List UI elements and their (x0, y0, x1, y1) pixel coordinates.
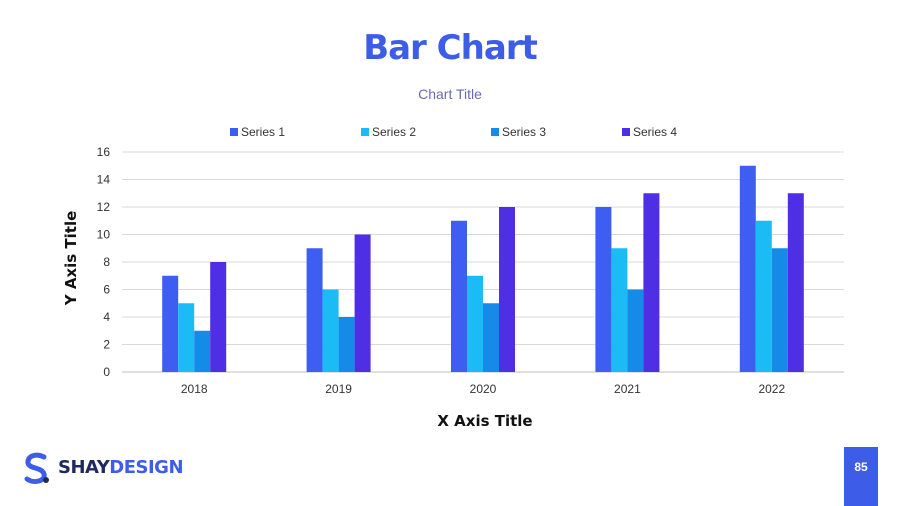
legend-label: Series 1 (241, 125, 285, 139)
y-tick-label: 12 (97, 200, 111, 214)
brand-name-part2: DESIGN (109, 457, 184, 478)
bar (771, 248, 788, 372)
bar (467, 275, 483, 372)
y-tick-label: 6 (103, 283, 110, 297)
legend-item: Series 1 (230, 125, 285, 139)
legend-item: Series 2 (361, 125, 416, 139)
bar (611, 248, 628, 372)
slide-title: Bar Chart (363, 28, 538, 68)
bar (210, 262, 227, 372)
legend-label: Series 3 (502, 125, 546, 139)
legend-label: Series 4 (633, 125, 677, 139)
brand-name-part1: SHAY (58, 457, 110, 478)
x-tick-label: 2018 (181, 382, 208, 396)
legend-swatch (491, 128, 499, 136)
legend-item: Series 4 (622, 125, 677, 139)
legend-swatch (622, 128, 630, 136)
bar (338, 317, 355, 372)
bar (595, 207, 612, 372)
y-tick-label: 2 (103, 338, 110, 352)
bar (451, 220, 467, 372)
tick-labels: 0 2 4 6 8 10 12 14 16 2018 2019 2020 2021 2022 (97, 145, 786, 396)
s-logo-icon (24, 452, 49, 484)
bar (643, 193, 660, 372)
x-tick-label: 2019 (325, 382, 352, 396)
brand-logo: SHAYDESIGN (22, 452, 184, 484)
y-axis-title: Y Axis Title (62, 211, 80, 307)
x-tick-label: 2022 (758, 382, 785, 396)
bar (787, 193, 804, 372)
legend: Series 1 Series 2 Series 3 Series 4 (230, 125, 677, 139)
legend-swatch (361, 128, 369, 136)
page-number: 85 (844, 447, 878, 506)
y-tick-label: 8 (103, 255, 110, 269)
legend-swatch (230, 128, 238, 136)
bar (162, 275, 179, 372)
y-tick-label: 10 (97, 228, 111, 242)
bar (739, 165, 756, 372)
legend-label: Series 2 (372, 125, 416, 139)
bars (162, 165, 804, 372)
bar (322, 289, 339, 372)
brand-name: SHAYDESIGN (58, 452, 184, 484)
x-tick-label: 2020 (470, 382, 497, 396)
bar (354, 234, 371, 372)
y-tick-label: 4 (103, 310, 110, 324)
y-tick-label: 14 (97, 173, 111, 187)
bar (306, 248, 323, 372)
bar (627, 289, 644, 372)
x-axis-title: X Axis Title (437, 412, 532, 430)
bar (499, 207, 515, 372)
legend-item: Series 3 (491, 125, 546, 139)
chart-title: Chart Title (418, 86, 482, 102)
y-tick-label: 16 (97, 145, 111, 159)
bar (194, 330, 211, 372)
x-tick-label: 2021 (614, 382, 641, 396)
bar (755, 220, 772, 372)
y-tick-label: 0 (103, 365, 110, 379)
bar (178, 303, 195, 372)
bar (483, 303, 499, 372)
